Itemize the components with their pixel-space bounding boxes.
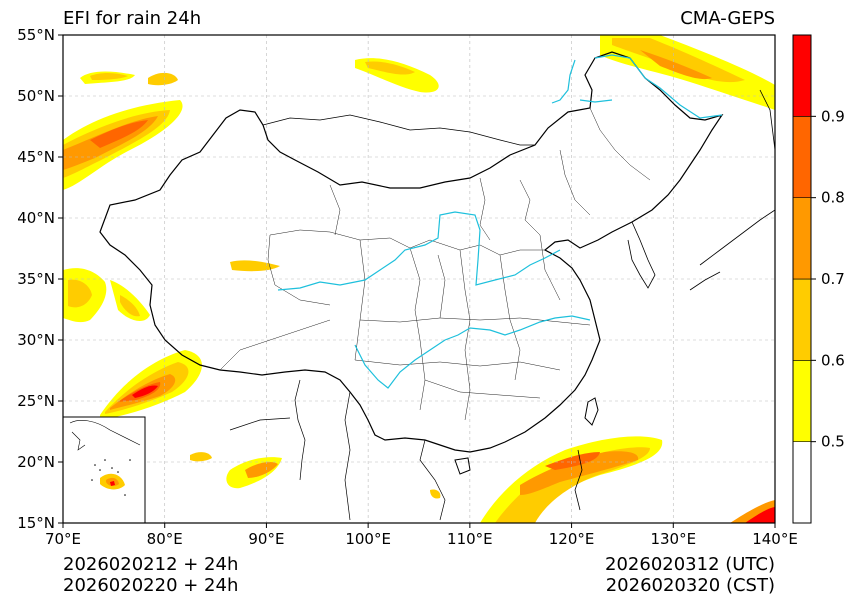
lon-tick-label: 130°E [650,530,696,548]
boundaries [99,51,775,521]
yangtze-river [354,315,591,389]
map-axes: 70°E 80°E 90°E 100°E 110°E 120°E 130°E 140°E 15°… [17,26,798,548]
colorbar-segment [792,360,812,442]
colorbar-label: 0.8 [821,189,845,207]
efi-shading [63,35,775,523]
init-time-cst: 2026020220 + 24h [63,575,239,596]
colorbar-label: 0.9 [821,107,845,125]
lat-tick-label: 35°N [17,270,55,288]
lon-tick-label: 90°E [248,530,284,548]
lon-tick-label: 120°E [549,530,595,548]
lat-tick-label: 15°N [17,514,55,532]
colorbar-segment [792,278,812,361]
colorbar-segment [792,197,812,280]
colorbar-label: 0.5 [821,433,845,451]
init-time-utc: 2026020212 + 24h [63,554,239,575]
lon-tick-label: 110°E [447,530,493,548]
lat-tick-label: 25°N [17,392,55,410]
colorbar-label: 0.7 [821,270,845,288]
lat-tick-label: 20°N [17,453,55,471]
china-border [99,51,724,453]
lat-tick-label: 40°N [17,209,55,227]
lon-tick-label: 80°E [147,530,183,548]
graticule [63,35,775,523]
south-china-sea-inset [62,416,146,524]
lat-tick-label: 50°N [17,87,55,105]
colorbar: 0.5 0.6 0.7 0.8 0.9 [792,34,845,524]
colorbar-segment [792,116,812,198]
lat-tick-label: 45°N [17,148,55,166]
valid-time-cst: 2026020320 (CST) [605,575,775,596]
map-title: EFI for rain 24h [63,8,202,29]
colorbar-segment [792,441,812,524]
colorbar-label: 0.6 [821,351,845,369]
lon-tick-label: 140°E [752,530,798,548]
model-name: CMA-GEPS [680,8,775,29]
yellow-river [277,211,561,291]
lat-tick-label: 30°N [17,331,55,349]
valid-time-utc: 2026020312 (UTC) [605,554,775,575]
lat-tick-label: 55°N [17,26,55,44]
colorbar-segment [792,34,812,117]
lon-tick-label: 100°E [345,530,391,548]
lon-tick-label: 70°E [45,530,81,548]
heilongjiang-river [594,54,723,119]
